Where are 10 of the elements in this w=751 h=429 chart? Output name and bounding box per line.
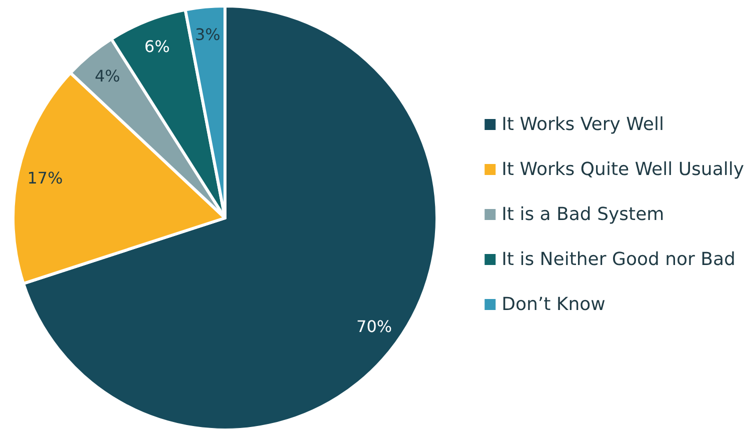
data-label: 6% bbox=[144, 37, 170, 56]
data-label: 70% bbox=[356, 316, 392, 336]
legend-label: It Works Quite Well Usually bbox=[502, 159, 744, 180]
data-label: 4% bbox=[94, 66, 120, 86]
legend-label: It Works Very Well bbox=[502, 114, 664, 135]
legend-label: Don’t Know bbox=[502, 294, 606, 315]
legend-label: It is a Bad System bbox=[502, 204, 664, 225]
data-label: 17% bbox=[27, 168, 63, 188]
data-label: 3% bbox=[194, 24, 220, 44]
legend-label: It is Neither Good nor Bad bbox=[502, 249, 736, 270]
